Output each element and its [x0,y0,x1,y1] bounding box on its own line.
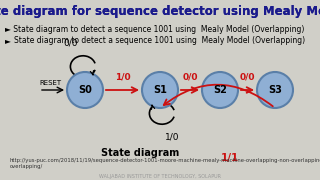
Text: State diagram to detect a sequence 1001 using  Mealy Model (Overlapping): State diagram to detect a sequence 1001 … [14,36,306,45]
Text: S2: S2 [213,85,227,95]
Text: http://yus-puc.com/2018/11/19/sequence-detector-1001-moore-machine-mealy-machine: http://yus-puc.com/2018/11/19/sequence-d… [10,158,320,163]
Text: State diagram: State diagram [101,148,179,158]
Text: overlapping/: overlapping/ [10,164,43,169]
Circle shape [142,72,178,108]
Text: 0/0: 0/0 [240,73,255,82]
Text: WALJABAD INSTITUTE OF TECHNOLOGY, SOLAPUR: WALJABAD INSTITUTE OF TECHNOLOGY, SOLAPU… [99,174,221,179]
Text: 1/0: 1/0 [165,132,180,141]
Text: 0/0: 0/0 [63,39,78,48]
Text: RESET: RESET [39,80,61,86]
Circle shape [67,72,103,108]
Text: 0/0: 0/0 [182,73,198,82]
Text: S1: S1 [153,85,167,95]
Circle shape [257,72,293,108]
Text: State diagram for sequence detector using Mealy Model: State diagram for sequence detector usin… [0,5,320,18]
Circle shape [202,72,238,108]
Text: 1/0: 1/0 [115,73,130,82]
Text: 1/1: 1/1 [220,153,239,163]
Text: ►: ► [5,36,11,45]
Text: State diagram for sequence detector using Mealy Model: State diagram for sequence detector usin… [0,5,320,18]
Text: ► State diagram to detect a sequence 1001 using  Mealy Model (Overlapping): ► State diagram to detect a sequence 100… [5,25,304,34]
Text: S0: S0 [78,85,92,95]
Text: S3: S3 [268,85,282,95]
